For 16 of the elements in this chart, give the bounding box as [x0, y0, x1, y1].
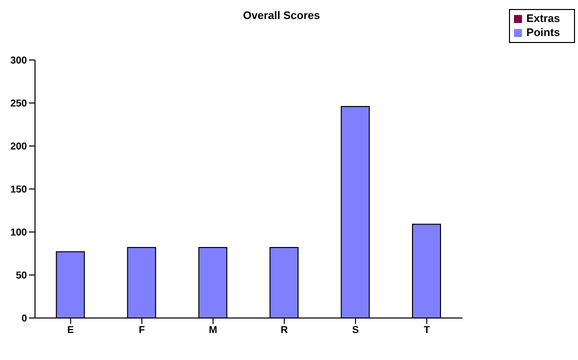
x-tick-label: T — [424, 325, 430, 336]
y-tick-label: 250 — [10, 98, 28, 110]
x-tick-label: F — [138, 325, 145, 336]
x-tick-label: M — [208, 325, 218, 336]
x-tick-label: R — [280, 325, 289, 336]
chart-title: Overall Scores — [242, 10, 322, 22]
y-tick-label: 50 — [16, 270, 28, 282]
legend-label: Extras — [526, 13, 560, 25]
x-tick-label: E — [67, 325, 74, 336]
legend-label: Points — [526, 27, 560, 39]
y-tick-label: 0 — [21, 314, 28, 325]
x-tick-label: S — [352, 325, 360, 336]
y-tick-label: 100 — [10, 228, 28, 239]
y-tick-label: 300 — [10, 56, 28, 67]
y-tick-label: 150 — [10, 184, 28, 196]
y-tick-label: 200 — [10, 142, 28, 153]
